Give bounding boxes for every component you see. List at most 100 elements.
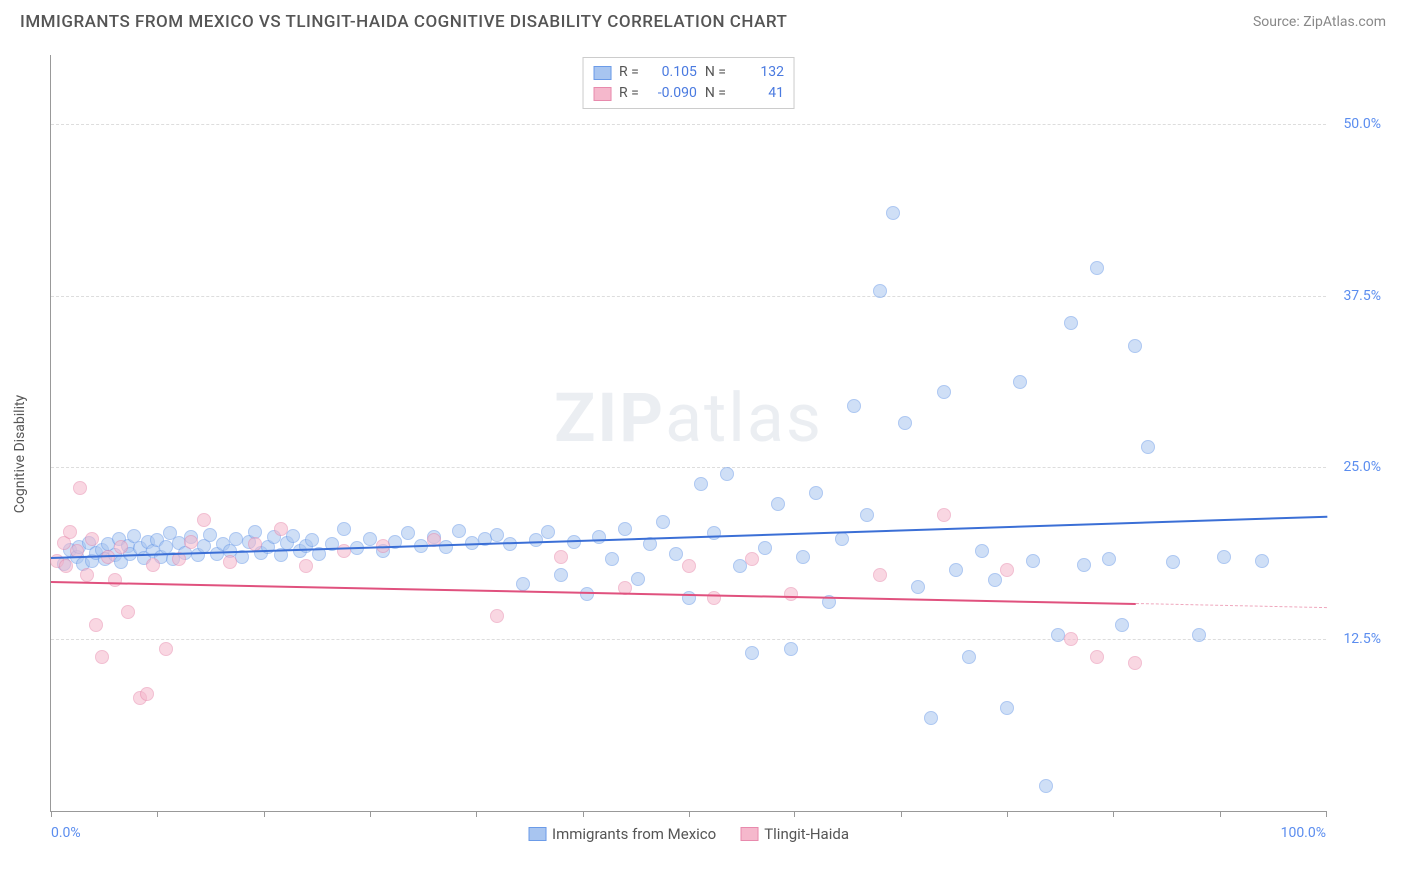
stat-r-label: R = [619,62,639,83]
data-point [184,535,198,549]
data-point [1166,555,1180,569]
data-point [1255,554,1269,568]
data-point [1090,261,1104,275]
data-point [1039,779,1053,793]
data-point [1064,316,1078,330]
data-point [452,524,466,538]
data-point [937,508,951,522]
data-point [337,544,351,558]
x-tick [583,811,584,817]
data-point [1000,563,1014,577]
data-point [1000,701,1014,715]
data-point [503,537,517,551]
data-point [197,513,211,527]
data-point [223,555,237,569]
data-point [707,591,721,605]
stat-r-value: 0.105 [647,62,697,83]
data-point [694,477,708,491]
data-point [784,642,798,656]
legend-swatch [593,87,611,101]
data-point [140,687,154,701]
data-point [911,580,925,594]
stat-n-value: 132 [734,62,784,83]
data-point [203,528,217,542]
data-point [962,650,976,664]
x-tick [1007,811,1008,817]
stat-r-label: R = [619,83,639,104]
data-point [656,515,670,529]
data-point [541,525,555,539]
data-point [796,550,810,564]
data-point [720,467,734,481]
data-point [1013,375,1027,389]
gridline [51,639,1326,640]
data-point [605,552,619,566]
data-point [835,532,849,546]
x-tick [51,811,52,817]
data-point [274,522,288,536]
gridline [51,467,1326,468]
stat-legend: R =0.105N =132R =-0.090N =41 [582,57,795,109]
data-point [1192,628,1206,642]
stat-legend-row: R = 0.105 N = 132 [593,62,784,83]
gridline [51,296,1326,297]
watermark: ZIPatlas [554,378,823,458]
data-point [745,552,759,566]
trend-line-dashed [1136,603,1327,608]
legend-label: Immigrants from Mexico [552,825,716,843]
x-tick-label: 100.0% [1281,825,1326,841]
legend-swatch [740,827,758,841]
data-point [809,486,823,500]
x-tick [264,811,265,817]
x-tick [794,811,795,817]
x-tick [157,811,158,817]
data-point [229,532,243,546]
data-point [554,568,568,582]
trend-line [51,581,1136,605]
data-point [108,573,122,587]
x-tick [689,811,690,817]
data-point [860,508,874,522]
data-point [73,481,87,495]
series-legend: Immigrants from Mexico Tlingit-Haida [528,825,849,843]
data-point [937,385,951,399]
data-point [95,650,109,664]
data-point [80,568,94,582]
data-point [784,587,798,601]
data-point [554,550,568,564]
data-point [286,529,300,543]
data-point [669,547,683,561]
x-tick [1326,811,1327,817]
stat-legend-row: R =-0.090N =41 [593,83,784,104]
stat-n-label: N = [705,62,726,83]
data-point [1128,339,1142,353]
data-point [299,559,313,573]
data-point [305,533,319,547]
data-point [1115,618,1129,632]
data-point [1064,632,1078,646]
y-axis-label: Cognitive Disability [12,394,28,512]
x-tick [1113,811,1114,817]
legend-item: Tlingit-Haida [740,825,849,843]
data-point [1026,554,1040,568]
legend-swatch [528,827,546,841]
data-point [1141,440,1155,454]
data-point [682,559,696,573]
data-point [337,522,351,536]
data-point [707,526,721,540]
stat-r-value: -0.090 [647,83,697,104]
data-point [975,544,989,558]
data-point [745,646,759,660]
x-tick [476,811,477,817]
y-tick-label: 25.0% [1343,459,1381,475]
legend-label: Tlingit-Haida [764,825,849,843]
legend-swatch [593,66,611,80]
chart-container: Cognitive Disability ZIPatlas R =0.105N … [50,55,1386,852]
data-point [401,526,415,540]
x-tick [901,811,902,817]
data-point [924,711,938,725]
data-point [159,642,173,656]
data-point [1090,650,1104,664]
x-tick [1220,811,1221,817]
data-point [631,572,645,586]
